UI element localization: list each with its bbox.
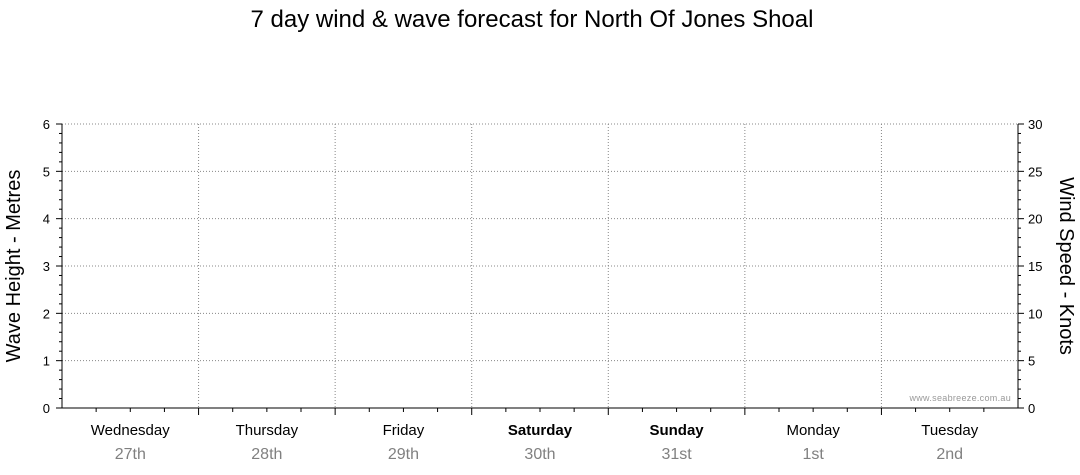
chart-title: 7 day wind & wave forecast for North Of … xyxy=(250,6,814,33)
day-label: Wednesday xyxy=(91,422,170,439)
left-tick-label: 5 xyxy=(43,164,50,179)
right-tick-label: 25 xyxy=(1028,164,1042,179)
left-tick-label: 4 xyxy=(43,212,50,227)
left-axis-title: Wave Height - Metres xyxy=(3,170,25,363)
right-tick-label: 0 xyxy=(1028,401,1035,416)
day-label: Sunday xyxy=(649,422,704,439)
right-axis-ticks: 0 5 10 15 20 25 30 xyxy=(1018,117,1042,416)
date-label: 27th xyxy=(115,446,146,463)
left-tick-label: 1 xyxy=(43,354,50,369)
grid-lines xyxy=(62,123,1018,408)
day-label: Saturday xyxy=(508,422,573,439)
right-tick-label: 5 xyxy=(1028,354,1035,369)
left-tick-label: 2 xyxy=(43,306,50,321)
date-label: 31st xyxy=(661,446,692,463)
date-label: 29th xyxy=(388,446,419,463)
left-tick-label: 3 xyxy=(43,259,50,274)
right-tick-label: 15 xyxy=(1028,259,1042,274)
date-label: 30th xyxy=(524,446,555,463)
date-label: 2nd xyxy=(936,446,963,463)
left-tick-label: 6 xyxy=(43,117,50,132)
left-tick-label: 0 xyxy=(43,401,50,416)
day-label: Friday xyxy=(383,422,425,439)
date-label: 1st xyxy=(802,446,824,463)
day-label: Thursday xyxy=(236,422,299,439)
right-tick-label: 10 xyxy=(1028,306,1042,321)
right-axis-title: Wind Speed - Knots xyxy=(1055,177,1077,355)
day-label: Monday xyxy=(786,422,840,439)
x-axis-labels: Wednesday 27th Thursday 28th Friday 29th Satur… xyxy=(91,408,985,463)
left-axis-ticks: 0 1 2 3 4 5 6 xyxy=(43,117,62,416)
right-tick-label: 30 xyxy=(1028,117,1042,132)
day-label: Tuesday xyxy=(921,422,978,439)
date-label: 28th xyxy=(251,446,282,463)
right-tick-label: 20 xyxy=(1028,212,1042,227)
watermark: www.seabreeze.com.au xyxy=(908,393,1011,403)
